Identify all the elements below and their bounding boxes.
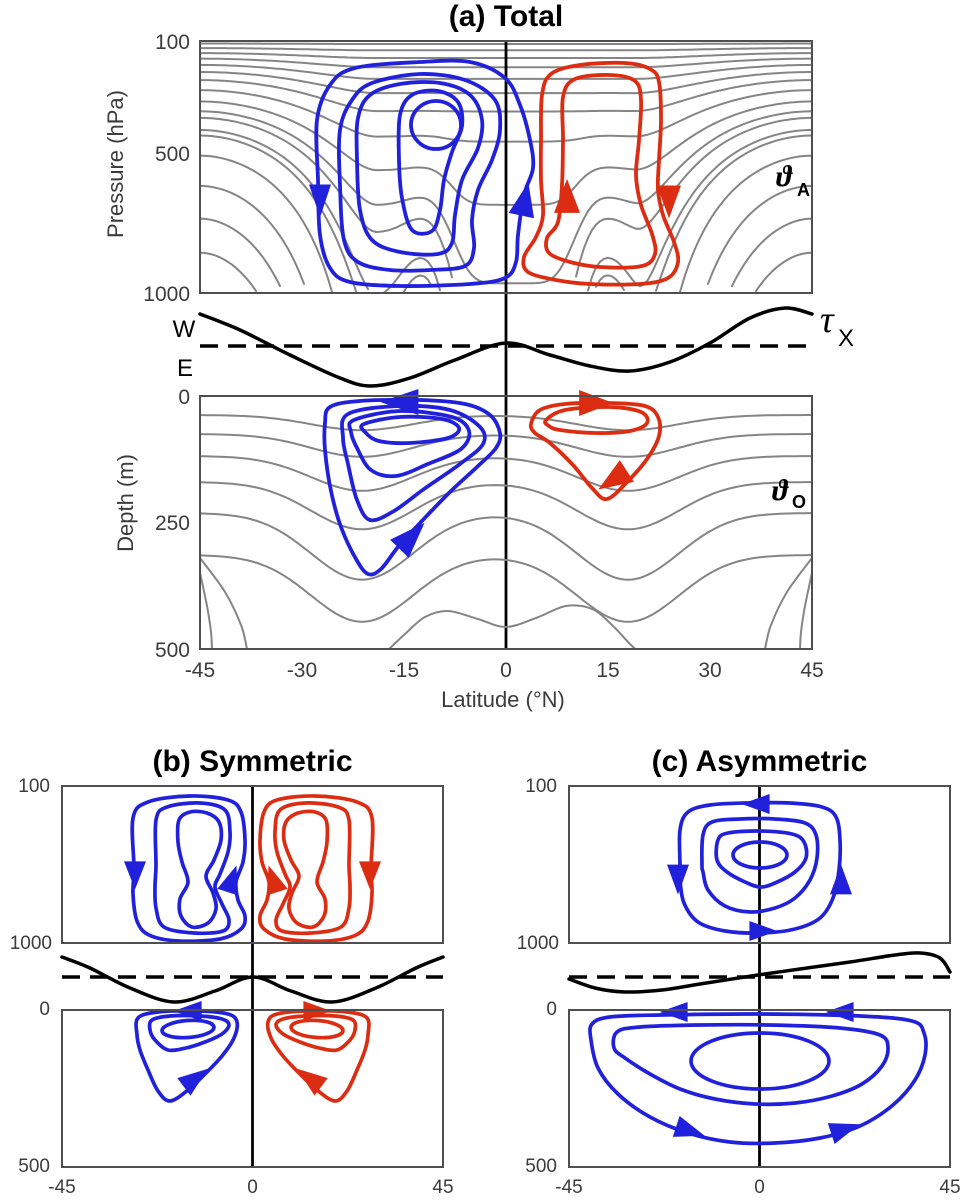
svg-text:(a) Total: (a) Total [449,0,563,33]
svg-text:(c) Asymmetric: (c) Asymmetric [652,745,868,778]
svg-text:Latitude (°N): Latitude (°N) [441,687,565,712]
svg-text:Pressure (hPa): Pressure (hPa) [103,90,128,238]
svg-text:ϑ: ϑ [776,160,793,193]
svg-text:O: O [792,492,806,512]
svg-text:ϑ: ϑ [772,474,789,507]
svg-text:100: 100 [525,776,557,797]
svg-text:0: 0 [178,386,190,409]
svg-text:500: 500 [18,1156,50,1177]
svg-text:15: 15 [596,659,619,682]
svg-text:τ: τ [820,299,835,341]
svg-text:0: 0 [500,659,512,682]
svg-text:250: 250 [155,512,190,535]
svg-text:1000: 1000 [143,283,190,306]
svg-text:-45: -45 [185,659,215,682]
svg-text:500: 500 [525,1156,557,1177]
svg-text:45: 45 [800,659,823,682]
svg-text:0: 0 [39,999,50,1020]
svg-text:X: X [838,325,854,352]
svg-text:45: 45 [432,1177,453,1198]
svg-text:(b) Symmetric: (b) Symmetric [152,745,352,778]
svg-text:1000: 1000 [517,933,559,954]
svg-text:45: 45 [939,1177,960,1198]
svg-text:500: 500 [155,143,190,166]
svg-text:E: E [177,355,193,382]
svg-text:-30: -30 [287,659,317,682]
svg-text:0: 0 [754,1177,765,1198]
svg-text:-45: -45 [555,1177,582,1198]
svg-text:500: 500 [155,639,190,662]
svg-text:1000: 1000 [10,933,52,954]
svg-text:100: 100 [155,31,190,54]
svg-text:100: 100 [18,776,50,797]
svg-text:-45: -45 [48,1177,75,1198]
svg-text:-15: -15 [389,659,419,682]
svg-text:30: 30 [698,659,721,682]
svg-text:0: 0 [546,999,557,1020]
svg-text:A: A [797,180,810,200]
svg-text:Depth (m): Depth (m) [113,454,138,552]
svg-text:W: W [173,316,196,343]
svg-text:0: 0 [247,1177,258,1198]
